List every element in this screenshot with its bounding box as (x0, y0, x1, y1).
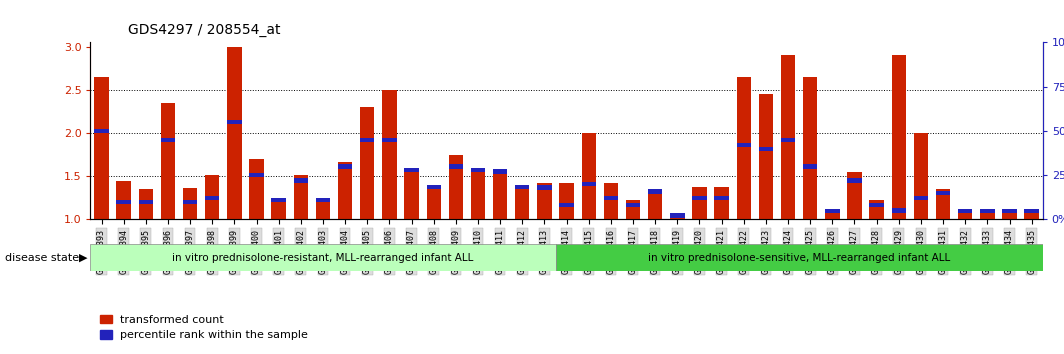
Bar (693, 187, 706, 219)
Bar (493, 170, 508, 219)
Bar (826, 209, 839, 213)
Bar (249, 173, 264, 177)
Bar (228, 120, 242, 124)
Bar (781, 138, 795, 142)
Bar (714, 196, 729, 200)
Bar (803, 164, 817, 169)
Bar (781, 56, 795, 219)
Text: in vitro prednisolone-resistant, MLL-rearranged infant ALL: in vitro prednisolone-resistant, MLL-rea… (172, 252, 473, 263)
Bar (183, 200, 197, 204)
Bar (914, 196, 928, 200)
Bar (826, 209, 839, 219)
Bar (515, 185, 530, 189)
Bar (205, 196, 219, 200)
Text: ▶: ▶ (79, 253, 87, 263)
Text: in vitro prednisolone-sensitive, MLL-rearranged infant ALL: in vitro prednisolone-sensitive, MLL-rea… (648, 252, 950, 263)
Bar (360, 138, 375, 142)
Bar (560, 183, 573, 219)
Bar (626, 203, 641, 207)
Bar (537, 185, 551, 190)
Legend: transformed count, percentile rank within the sample: transformed count, percentile rank withi… (96, 310, 313, 345)
Bar (360, 107, 375, 219)
Bar (869, 200, 884, 219)
Bar (249, 159, 264, 219)
Bar (582, 182, 596, 186)
Bar (338, 164, 352, 169)
Bar (1025, 209, 1038, 213)
Bar (90, 244, 555, 271)
Bar (670, 213, 684, 219)
Bar (1002, 209, 1017, 219)
Bar (892, 209, 905, 213)
Bar (316, 198, 330, 202)
Bar (670, 213, 684, 218)
Bar (1002, 209, 1017, 213)
Bar (294, 178, 307, 183)
Text: GDS4297 / 208554_at: GDS4297 / 208554_at (128, 23, 280, 37)
Bar (95, 129, 109, 133)
Bar (736, 143, 751, 147)
Text: disease state: disease state (5, 253, 80, 263)
Bar (980, 209, 995, 219)
Bar (892, 56, 905, 219)
Bar (648, 189, 663, 219)
Bar (404, 168, 419, 172)
Bar (626, 200, 641, 219)
Bar (470, 168, 485, 219)
Bar (382, 90, 397, 219)
Bar (714, 187, 729, 219)
Bar (958, 209, 972, 219)
Bar (205, 175, 219, 219)
Bar (1025, 209, 1038, 219)
Bar (338, 162, 352, 219)
Bar (316, 198, 330, 219)
Bar (847, 178, 862, 183)
Bar (271, 198, 286, 219)
Bar (560, 203, 573, 207)
Bar (427, 185, 440, 219)
Bar (116, 181, 131, 219)
Bar (869, 203, 884, 207)
Bar (138, 200, 153, 204)
Bar (271, 198, 286, 202)
Bar (493, 170, 508, 174)
Bar (555, 244, 1043, 271)
Bar (936, 189, 950, 219)
Bar (138, 189, 153, 219)
Bar (116, 200, 131, 204)
Bar (161, 138, 176, 142)
Bar (294, 175, 307, 219)
Bar (382, 138, 397, 142)
Bar (648, 189, 663, 194)
Bar (603, 183, 618, 219)
Bar (759, 94, 774, 219)
Bar (449, 155, 463, 219)
Bar (847, 172, 862, 219)
Bar (914, 133, 928, 219)
Bar (803, 77, 817, 219)
Bar (693, 196, 706, 200)
Bar (470, 168, 485, 172)
Bar (958, 209, 972, 213)
Bar (427, 185, 440, 189)
Bar (537, 183, 551, 219)
Bar (980, 209, 995, 213)
Bar (515, 185, 530, 219)
Bar (603, 196, 618, 200)
Bar (95, 77, 109, 219)
Bar (228, 47, 242, 219)
Bar (582, 133, 596, 219)
Bar (936, 191, 950, 195)
Bar (736, 77, 751, 219)
Bar (161, 103, 176, 219)
Bar (449, 164, 463, 169)
Bar (183, 188, 197, 219)
Bar (759, 147, 774, 151)
Bar (404, 168, 419, 219)
